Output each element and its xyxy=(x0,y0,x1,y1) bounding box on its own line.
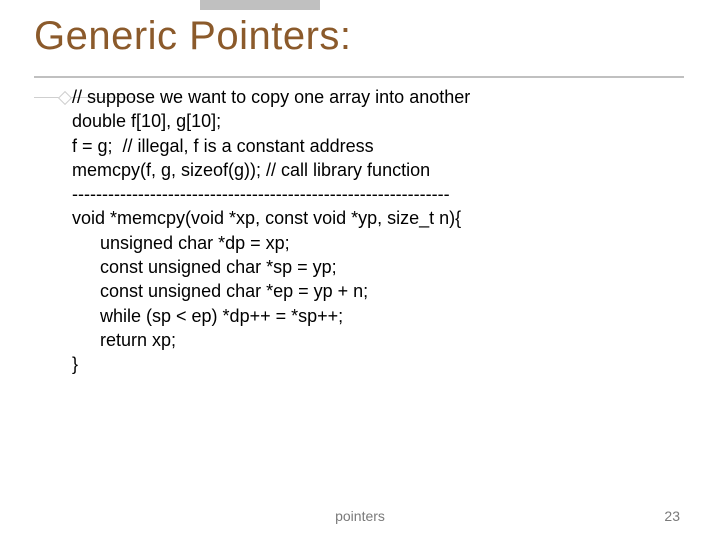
title-underline xyxy=(34,76,684,78)
code-line: // suppose we want to copy one array int… xyxy=(72,87,470,107)
code-line: while (sp < ep) *dp++ = *sp++; xyxy=(72,304,343,328)
code-line: double f[10], g[10]; xyxy=(72,111,221,131)
footer-label: pointers xyxy=(0,508,720,524)
code-line: f = g; // illegal, f is a constant addre… xyxy=(72,136,374,156)
code-line: unsigned char *dp = xp; xyxy=(72,231,290,255)
code-line: const unsigned char *sp = yp; xyxy=(72,255,337,279)
top-accent-bar xyxy=(200,0,320,10)
code-line: void *memcpy(void *xp, const void *yp, s… xyxy=(72,208,461,228)
slide: Generic Pointers: // suppose we want to … xyxy=(0,0,720,540)
slide-title: Generic Pointers: xyxy=(34,14,352,59)
code-line: const unsigned char *ep = yp + n; xyxy=(72,279,368,303)
code-line: return xp; xyxy=(72,328,176,352)
code-line: memcpy(f, g, sizeof(g)); // call library… xyxy=(72,160,430,180)
bullet-diamond-icon xyxy=(58,91,72,105)
code-line: } xyxy=(72,354,78,374)
code-block: // suppose we want to copy one array int… xyxy=(72,85,672,377)
code-line: ----------------------------------------… xyxy=(72,184,450,204)
page-number: 23 xyxy=(664,508,680,524)
